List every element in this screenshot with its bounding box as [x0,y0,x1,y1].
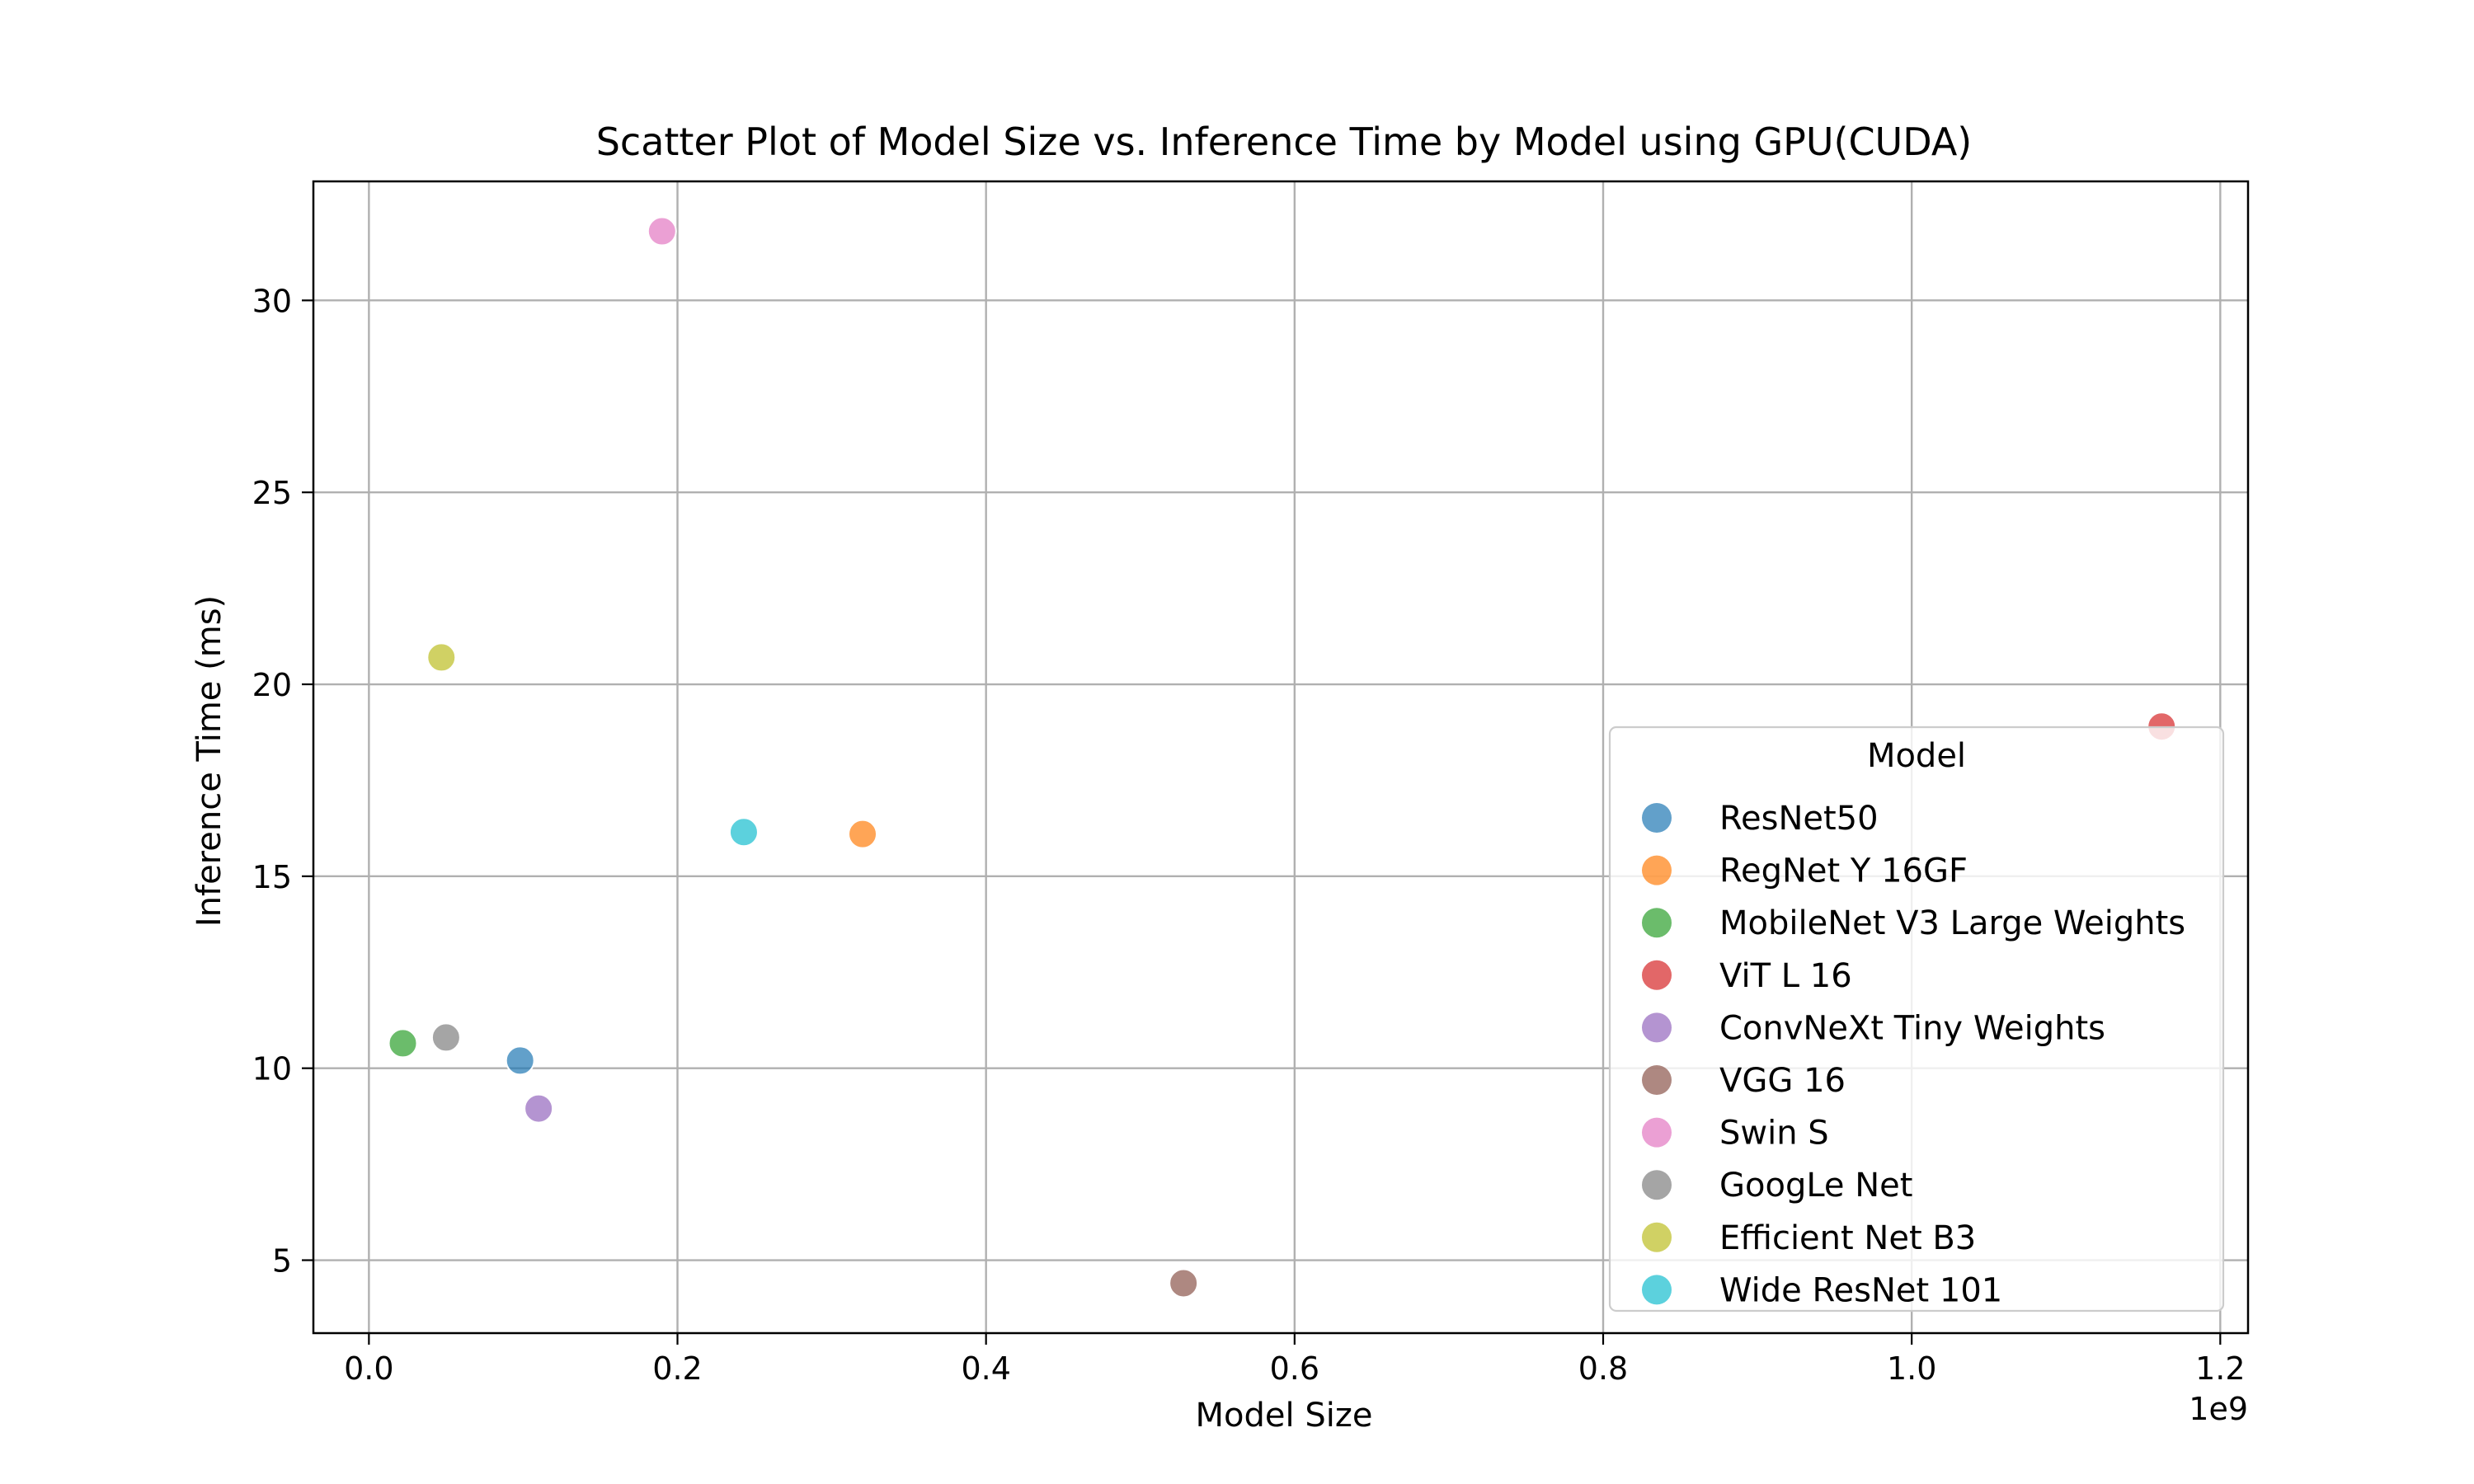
plot-frame [312,180,2250,1335]
legend-marker [1642,1275,1672,1305]
y-tick-label: 5 [272,1243,292,1280]
data-point: MobileNet V3 Large Weights [388,1028,418,1059]
y-axis-label: Inference Time (ms) [190,595,228,927]
x-tick-label: 0.8 [1578,1350,1628,1387]
legend-marker [1642,855,1672,885]
legend-label: Efficient Net B3 [1719,1219,1976,1257]
x-tick-label: 1.0 [1887,1350,1936,1387]
y-tick-label: 15 [252,859,292,895]
x-tick-label: 0.4 [961,1350,1010,1387]
legend-label: MobileNet V3 Large Weights [1719,904,2185,942]
x-axis-label: Model Size [1196,1397,1373,1435]
y-tick-label: 25 [252,475,292,511]
data-point: Wide ResNet 101 [728,817,759,848]
y-tick-label: 20 [252,667,292,703]
data-point: Swin S [647,216,677,247]
legend-marker [1642,1065,1672,1095]
legend-label: ViT L 16 [1719,957,1852,995]
axis-ticks: 0.0 0.2 0.4 0.6 0.8 1.0 1.2 5 10 15 20 25 30 [252,283,2246,1387]
y-tick-label: 30 [252,283,292,319]
legend-label: VGG 16 [1719,1062,1846,1100]
legend-label: ConvNeXt Tiny Weights [1719,1009,2105,1047]
data-point: GoogLe Net [430,1022,461,1053]
legend-label: GoogLe Net [1719,1167,1912,1205]
legend-marker [1642,803,1672,833]
data-point: VGG 16 [1169,1268,1199,1298]
legend-label: Swin S [1719,1115,1829,1153]
legend-marker [1642,1170,1672,1200]
x-tick-label: 0.2 [652,1350,702,1387]
legend-label: ResNet50 [1719,800,1879,838]
data-point: Efficient Net B3 [426,642,457,673]
data-point: ConvNeXt Tiny Weights [524,1093,554,1124]
legend-marker [1642,908,1672,938]
legend: Model ResNet50 RegNet Y 16GF MobileNet V3 L… [1608,726,2225,1313]
chart-title: Scatter Plot of Model Size vs. Inference… [596,120,1973,164]
legend-marker [1642,960,1672,990]
data-point: RegNet Y 16GF [848,819,878,849]
legend-marker [1642,1222,1672,1252]
legend-marker [1642,1117,1672,1148]
legend-marker [1642,1012,1672,1043]
legend-label: Wide ResNet 101 [1719,1271,2002,1309]
legend-title: Model [1867,737,1966,775]
x-axis-offset-label: 1e9 [2189,1391,2248,1427]
data-point: ResNet50 [505,1045,535,1076]
x-tick-label: 0.6 [1270,1350,1319,1387]
x-tick-label: 1.2 [2195,1350,2245,1387]
y-tick-label: 10 [252,1051,292,1087]
legend-box [1608,726,2225,1313]
legend-label: RegNet Y 16GF [1719,852,1968,890]
x-tick-label: 0.0 [344,1350,393,1387]
